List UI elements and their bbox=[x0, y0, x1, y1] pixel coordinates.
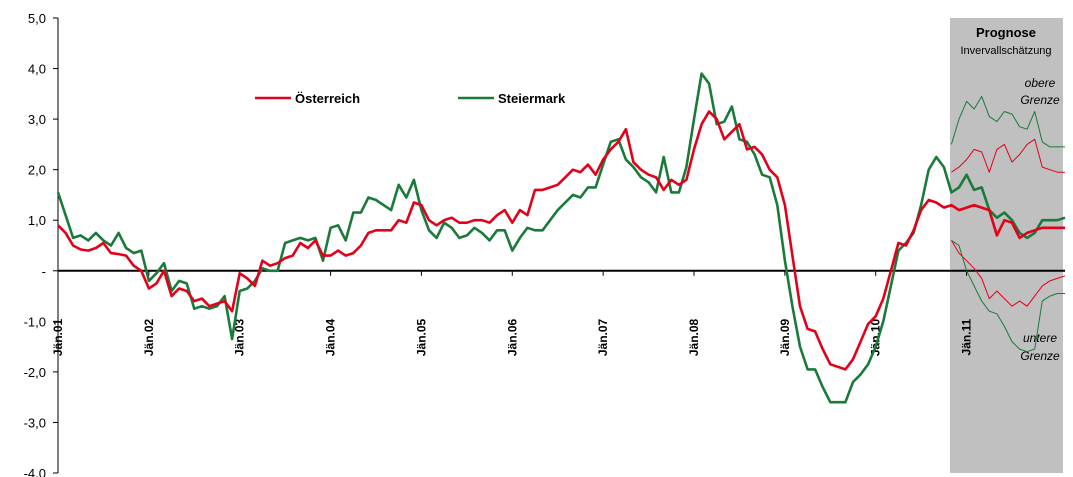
x-tick-label: Jän.09 bbox=[778, 318, 792, 356]
y-tick-label: -3,0 bbox=[24, 415, 46, 430]
x-tick-label: Jän.02 bbox=[142, 318, 156, 356]
upper-label: Grenze bbox=[1020, 93, 1060, 107]
series-line bbox=[56, 72, 1066, 404]
y-tick-label: -2,0 bbox=[24, 365, 46, 380]
y-tick-label: -1,0 bbox=[24, 314, 46, 329]
lower-bound bbox=[950, 240, 1066, 307]
x-tick-label: Jän.07 bbox=[596, 318, 610, 356]
x-tick-label: Jän.04 bbox=[324, 318, 338, 356]
lower-label: untere bbox=[1023, 331, 1057, 345]
x-tick-label: Jän.03 bbox=[233, 318, 247, 356]
legend-label: Steiermark bbox=[498, 91, 566, 106]
forecast-subtitle: Invervallschätzung bbox=[960, 45, 1051, 57]
y-tick-label: 5,0 bbox=[28, 11, 46, 26]
upper-bound bbox=[950, 95, 1065, 148]
x-tick-label: Jän.01 bbox=[51, 318, 65, 356]
x-tick-label: Jän.06 bbox=[505, 318, 519, 356]
y-tick-label: -4,0 bbox=[24, 466, 46, 477]
lower-label: Grenze bbox=[1020, 349, 1060, 363]
lower-bound bbox=[951, 239, 1065, 353]
y-tick-label: 4,0 bbox=[28, 62, 46, 77]
forecast-region bbox=[950, 18, 1063, 473]
x-tick-label: Jän.11 bbox=[960, 318, 974, 355]
upper-bound bbox=[951, 138, 1065, 173]
x-tick-label: Jän.05 bbox=[414, 318, 428, 356]
x-tick-label: Jän.08 bbox=[687, 318, 701, 356]
y-tick-label: 1,0 bbox=[28, 213, 46, 228]
upper-label: obere bbox=[1025, 76, 1056, 90]
x-tick-label: Jän.10 bbox=[869, 318, 883, 356]
y-tick-label: - bbox=[42, 264, 46, 279]
forecast-title: Prognose bbox=[976, 25, 1036, 40]
y-tick-label: 3,0 bbox=[28, 112, 46, 127]
y-tick-label: 2,0 bbox=[28, 163, 46, 178]
legend-label: Österreich bbox=[295, 91, 360, 106]
series-line bbox=[57, 110, 1065, 371]
